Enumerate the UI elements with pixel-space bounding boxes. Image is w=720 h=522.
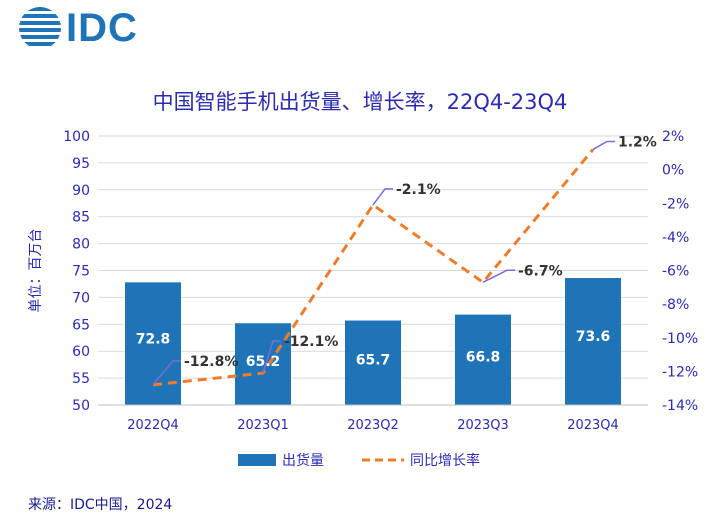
- growth-value-label: 1.2%: [618, 134, 657, 150]
- gridlines: [98, 135, 648, 406]
- bar-value-label: 66.8: [466, 349, 501, 365]
- y-tick-label: 95: [72, 156, 90, 172]
- growth-value-label: -12.8%: [184, 354, 238, 370]
- y2-tick-label: -14%: [662, 398, 698, 414]
- y-tick-label: 100: [63, 129, 90, 145]
- bar: [345, 320, 401, 405]
- axes: 50 55 60 65 70 75 80 85 90 95 100 2% 0% -2% -4% -6% -8% -…: [28, 129, 698, 433]
- source-note: 来源：IDC中国，2024: [28, 497, 173, 513]
- legend: 出货量 同比增长率: [238, 452, 480, 469]
- y2-tick-label: -10%: [662, 331, 698, 347]
- legend-bar-swatch: [238, 454, 276, 466]
- growth-value-label: -2.1%: [396, 182, 441, 198]
- y-tick-label: 85: [72, 210, 90, 226]
- logo-globe-icon: [19, 7, 61, 46]
- leader-line: [152, 360, 181, 386]
- brand-logo-text: IDC: [66, 6, 138, 50]
- legend-label-shipments: 出货量: [282, 452, 324, 469]
- y2-tick-label: -4%: [662, 230, 689, 246]
- chart-title: 中国智能手机出货量、增长率，22Q4-23Q4: [152, 90, 568, 114]
- leader-line: [482, 269, 515, 283]
- y2-tick-label: 0%: [662, 163, 684, 179]
- bars: [125, 278, 621, 405]
- legend-label-growth: 同比增长率: [410, 452, 480, 469]
- leader-line: [592, 140, 615, 151]
- data-labels: 72.8 65.2 65.7 66.8 73.6 -12.8% -12.1% -2.1% -6.…: [136, 134, 657, 370]
- bar-value-label: 72.8: [136, 332, 171, 348]
- x-tick-label: 2023Q4: [567, 418, 619, 433]
- y-tick-label: 55: [72, 371, 90, 387]
- bar-value-label: 65.2: [246, 354, 281, 370]
- y2-tick-label: -2%: [662, 196, 689, 212]
- x-tick-label: 2023Q2: [347, 418, 399, 433]
- x-tick-label: 2023Q3: [457, 418, 509, 433]
- y2-tick-label: 2%: [662, 129, 684, 145]
- x-tick-label: 2023Q1: [237, 418, 289, 433]
- growth-value-label: -6.7%: [518, 263, 563, 279]
- y2-tick-label: -6%: [662, 264, 689, 280]
- leader-line: [262, 340, 281, 374]
- x-tick-label: 2022Q4: [127, 418, 179, 433]
- bar: [565, 278, 621, 405]
- y-tick-label: 70: [72, 290, 90, 306]
- y2-tick-label: -12%: [662, 364, 698, 380]
- y-tick-label: 65: [72, 317, 90, 333]
- bar-value-label: 65.7: [356, 353, 391, 369]
- y2-tick-label: -8%: [662, 297, 689, 313]
- bar: [235, 323, 291, 405]
- y-tick-label: 50: [72, 398, 90, 414]
- y-tick-label: 75: [72, 264, 90, 280]
- growth-line: [152, 140, 615, 387]
- bar: [455, 314, 511, 405]
- y-axis-label: 单位：百万台: [28, 229, 44, 313]
- leader-line: [372, 188, 393, 206]
- growth-line-path: [152, 148, 595, 387]
- y-tick-label: 60: [72, 344, 90, 360]
- y-tick-label: 90: [72, 183, 90, 199]
- growth-value-label: -12.1%: [284, 334, 338, 350]
- bar-value-label: 73.6: [576, 329, 611, 345]
- y-tick-label: 80: [72, 237, 90, 253]
